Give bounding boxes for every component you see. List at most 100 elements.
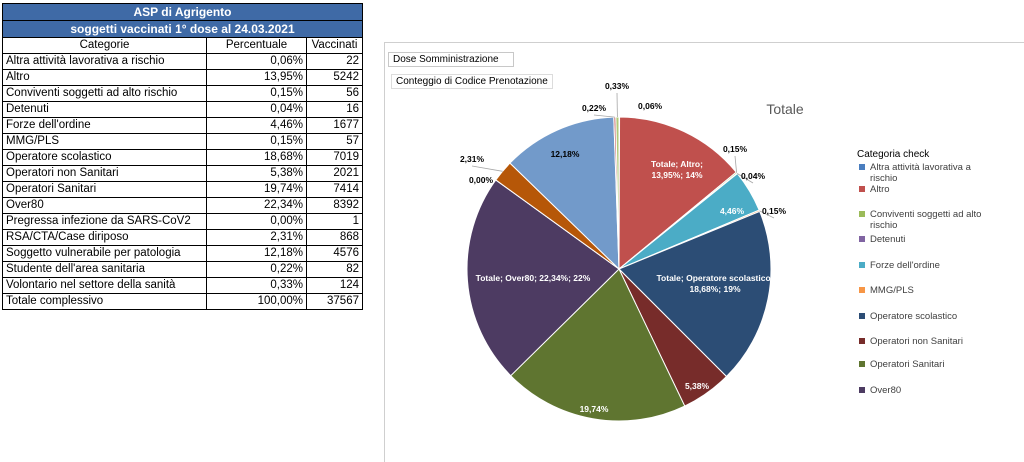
count-cell: 37567 <box>307 294 363 310</box>
data-label: 0,22% <box>582 103 607 113</box>
percent-cell: 0,06% <box>207 54 307 70</box>
chart-title: Totale <box>766 101 804 117</box>
percent-cell: 12,18% <box>207 246 307 262</box>
percent-cell: 13,95% <box>207 70 307 86</box>
legend-swatch <box>859 186 865 192</box>
legend-swatch <box>859 211 865 217</box>
percent-cell: 0,15% <box>207 134 307 150</box>
legend-item-label: Over80 <box>870 385 901 396</box>
legend-swatch <box>859 236 865 242</box>
count-cell: 4576 <box>307 246 363 262</box>
leader-line <box>594 115 615 117</box>
legend-item-label: Forze dell'ordine <box>870 260 940 271</box>
count-cell: 56 <box>307 86 363 102</box>
leader-line <box>472 166 503 171</box>
category-cell: Conviventi soggetti ad alto rischio <box>3 86 207 102</box>
category-cell: Pregressa infezione da SARS-CoV2 <box>3 214 207 230</box>
count-cell: 1677 <box>307 118 363 134</box>
percent-cell: 19,74% <box>207 182 307 198</box>
category-cell: Operatori non Sanitari <box>3 166 207 182</box>
category-cell: Soggetto vulnerabile per patologia <box>3 246 207 262</box>
percent-cell: 0,00% <box>207 214 307 230</box>
pie-chart: 0,06% Totale; Altro;13,95%; 14% 0,15% 0,04%… <box>385 43 1024 462</box>
count-cell: 57 <box>307 134 363 150</box>
category-cell: Totale complessivo <box>3 294 207 310</box>
data-label: 0,33% <box>605 81 630 91</box>
percent-cell: 0,04% <box>207 102 307 118</box>
table-title-line2: soggetti vaccinati 1° dose al 24.03.2021 <box>3 21 363 38</box>
table-title-line1: ASP di Agrigento <box>3 4 363 21</box>
legend-item-label: Operatore scolastico <box>870 311 957 322</box>
category-cell: Studente dell'area sanitaria <box>3 262 207 278</box>
data-label: 12,18% <box>551 149 580 159</box>
category-cell: Operatore scolastico <box>3 150 207 166</box>
data-label: 19,74% <box>580 404 609 414</box>
count-cell: 22 <box>307 54 363 70</box>
header-vaccinati: Vaccinati <box>307 38 363 54</box>
count-cell: 8392 <box>307 198 363 214</box>
legend-swatch <box>859 338 865 344</box>
legend-swatch <box>859 361 865 367</box>
count-cell: 2021 <box>307 166 363 182</box>
percent-cell: 4,46% <box>207 118 307 134</box>
category-cell: Volontario nel settore della sanità <box>3 278 207 294</box>
percent-cell: 5,38% <box>207 166 307 182</box>
category-cell: Detenuti <box>3 102 207 118</box>
category-cell: Over80 <box>3 198 207 214</box>
percent-cell: 2,31% <box>207 230 307 246</box>
legend-swatch <box>859 313 865 319</box>
data-label: 0,15% <box>762 206 787 216</box>
legend-item-label: MMG/PLS <box>870 285 914 296</box>
legend-item-label: Operatori non Sanitari <box>870 336 963 347</box>
data-table: ASP di Agrigento soggetti vaccinati 1° d… <box>2 3 363 310</box>
category-cell: Forze dell'ordine <box>3 118 207 134</box>
data-label: 0,04% <box>741 171 766 181</box>
category-cell: Operatori Sanitari <box>3 182 207 198</box>
legend-swatch <box>859 164 865 170</box>
legend-item-label: Detenuti <box>870 234 905 245</box>
data-label: 0,06% <box>638 101 663 111</box>
percent-cell: 0,15% <box>207 86 307 102</box>
count-cell: 5242 <box>307 70 363 86</box>
data-label: Totale; Over80; 22,34%; 22% <box>476 273 591 283</box>
data-label: 0,00% <box>469 175 494 185</box>
count-cell: 124 <box>307 278 363 294</box>
data-label: 2,31% <box>460 154 485 164</box>
data-label: Totale; Altro;13,95%; 14% <box>651 159 703 180</box>
legend-swatch <box>859 287 865 293</box>
count-cell: 7414 <box>307 182 363 198</box>
header-percentuale: Percentuale <box>207 38 307 54</box>
count-cell: 16 <box>307 102 363 118</box>
count-cell: 868 <box>307 230 363 246</box>
count-cell: 1 <box>307 214 363 230</box>
header-categorie: Categorie <box>3 38 207 54</box>
legend-item-label: Operatori Sanitari <box>870 359 944 370</box>
percent-cell: 18,68% <box>207 150 307 166</box>
category-cell: MMG/PLS <box>3 134 207 150</box>
category-cell: RSA/CTA/Case diriposo <box>3 230 207 246</box>
legend-title: Categoria check <box>857 149 930 160</box>
count-cell: 7019 <box>307 150 363 166</box>
legend-item-label: Altro <box>870 184 890 195</box>
data-label: 5,38% <box>685 381 710 391</box>
count-cell: 82 <box>307 262 363 278</box>
percent-cell: 100,00% <box>207 294 307 310</box>
category-cell: Altro <box>3 70 207 86</box>
